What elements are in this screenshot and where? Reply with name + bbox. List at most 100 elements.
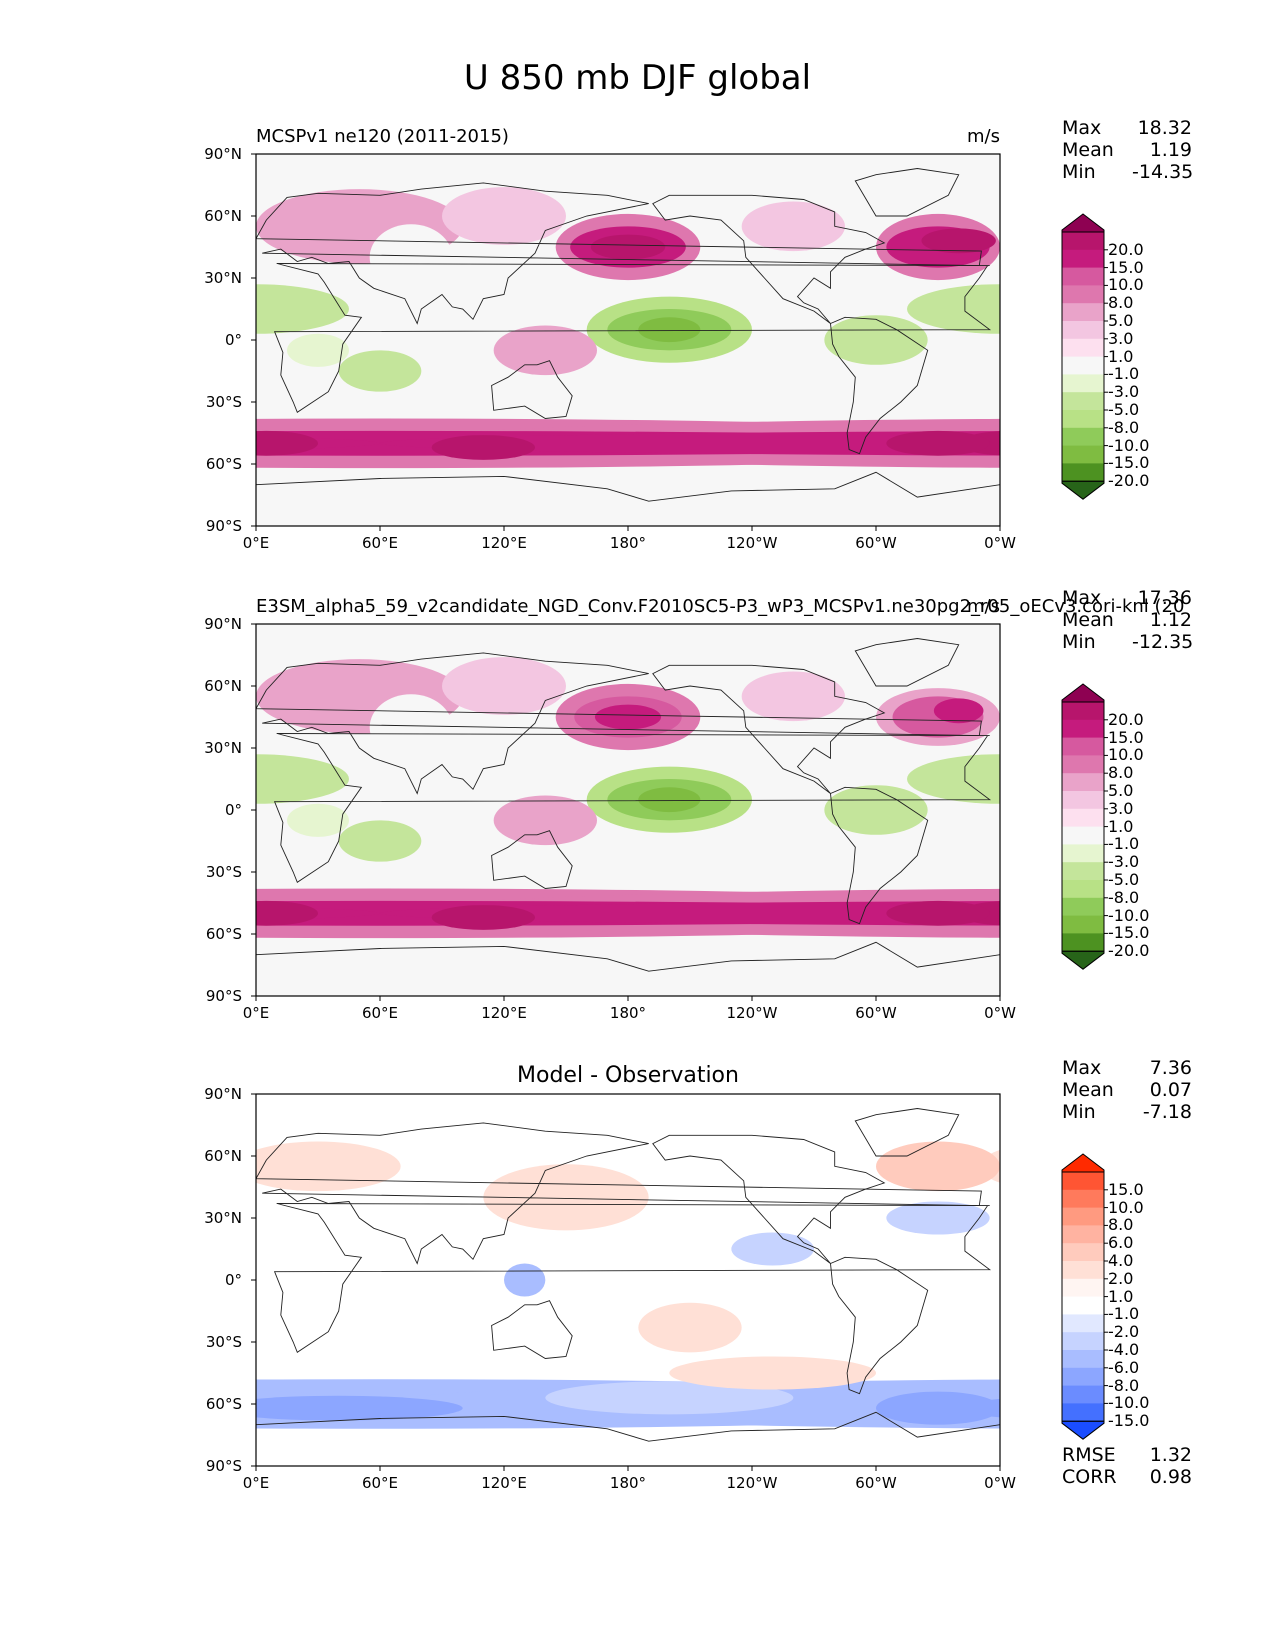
colorbar-label: 1.0: [1108, 1286, 1134, 1306]
contour-blob: [493, 325, 597, 376]
stat-row: Min -7.18: [1062, 1101, 1192, 1123]
contour-blob: [886, 430, 990, 456]
colorbar-segment: [1062, 1261, 1104, 1280]
stat-value: -14.35: [1132, 161, 1194, 183]
lat-tick-label: 30°S: [205, 1333, 242, 1351]
colorbar-label: 15.0: [1108, 257, 1144, 277]
contour-blob: [369, 224, 453, 291]
stat-value: 0.07: [1149, 1079, 1192, 1101]
coastline: [491, 360, 573, 419]
colorbar-segment: [1062, 897, 1104, 917]
colorbar-extend-max: [1061, 683, 1105, 703]
lat-tick-label: 60°S: [205, 1395, 242, 1413]
stat-row: RMSE 1.32: [1062, 1444, 1192, 1466]
contour-blob: [886, 1201, 990, 1235]
coastline: [652, 1134, 886, 1264]
lon-tick-label: 0°W: [984, 534, 1016, 552]
colorbar-segment: [1062, 1296, 1104, 1315]
stat-value: 7.36: [1149, 1057, 1192, 1079]
lat-tick-label: 90°S: [205, 517, 242, 535]
lon-tick-label: 180°: [609, 534, 647, 552]
contour-blob: [483, 1164, 649, 1231]
panel-title: E3SM_alpha5_59_v2candidate_NGD_Conv.F201…: [256, 596, 1185, 617]
colorbar-label: 1.0: [1108, 346, 1134, 366]
stat-row: Mean 1.19: [1062, 139, 1192, 161]
contour-blob: [256, 1141, 401, 1192]
colorbar: [1061, 213, 1108, 500]
lon-tick-label: 120°E: [481, 1474, 527, 1492]
colorbar-label: 20.0: [1108, 709, 1144, 729]
stat-row: Min -14.35: [1062, 161, 1194, 183]
colorbar-segment: [1062, 321, 1104, 340]
colorbar-segment: [1062, 791, 1104, 810]
figure-title: U 850 mb DJF global: [463, 58, 812, 98]
lon-tick-label: 120°W: [726, 1004, 778, 1022]
colorbar-label: 8.0: [1108, 293, 1134, 313]
colorbar: [1061, 683, 1108, 970]
colorbar-label: 15.0: [1108, 1179, 1144, 1199]
coastline: [854, 168, 960, 217]
stat-value: 1.32: [1149, 1444, 1192, 1466]
colorbar-segment: [1062, 808, 1104, 828]
lat-tick-label: 0°: [224, 801, 242, 819]
colorbar-segment: [1062, 445, 1104, 464]
colorbar-segment: [1062, 338, 1104, 358]
contour-blob: [590, 234, 666, 260]
coastline: [854, 1108, 960, 1157]
colorbar-label: -3.0: [1108, 382, 1140, 402]
contour-blob: [545, 1381, 794, 1415]
lon-tick-label: 0°W: [984, 1474, 1016, 1492]
colorbar-label: 20.0: [1108, 239, 1144, 259]
contour-blob: [876, 1391, 1000, 1425]
coastline: [256, 941, 1000, 996]
lon-tick-label: 60°W: [855, 1474, 897, 1492]
colorbar-label: 4.0: [1108, 1251, 1134, 1270]
colorbar-label: 15.0: [1108, 727, 1144, 747]
colorbar-label: 10.0: [1108, 745, 1144, 765]
colorbar-label: -15.0: [1108, 1411, 1150, 1431]
contour-blob: [287, 803, 349, 837]
colorbar-segment: [1062, 1314, 1104, 1333]
map-panel-2: [251, 623, 1108, 1001]
stat-label: CORR: [1062, 1466, 1117, 1488]
lon-tick-label: 60°E: [361, 1474, 399, 1492]
lat-tick-label: 0°: [224, 1271, 242, 1289]
coastlines: [256, 638, 1000, 996]
contour-blob: [933, 698, 984, 724]
lon-tick-label: 60°W: [855, 534, 897, 552]
coastline: [273, 1203, 992, 1353]
coastline: [256, 1411, 1000, 1466]
coastline: [652, 194, 886, 324]
contour-blob: [741, 201, 845, 252]
coastline: [854, 638, 960, 687]
colorbar-label: -4.0: [1108, 1340, 1140, 1359]
colorbar-label: -20.0: [1108, 941, 1150, 961]
colorbar-label: -5.0: [1108, 870, 1140, 889]
colorbar-label: 6.0: [1108, 1233, 1134, 1253]
lat-tick-label: 60°N: [204, 207, 242, 225]
contour-blob: [741, 671, 845, 722]
contour-blob: [256, 1395, 463, 1421]
stat-label: Max: [1062, 587, 1102, 609]
colorbar-extend-max: [1061, 1153, 1105, 1173]
colorbar-label: -5.0: [1108, 400, 1140, 419]
colorbar-label: -10.0: [1108, 435, 1150, 455]
lat-tick-label: 60°N: [204, 677, 242, 695]
stat-label: Mean: [1062, 609, 1114, 631]
colorbar-segment: [1062, 737, 1104, 756]
colorbar-extend-min: [1061, 480, 1105, 500]
contour-blob: [380, 901, 1000, 926]
contour-blob: [431, 435, 535, 460]
coastline: [491, 830, 573, 889]
coastlines: [256, 1108, 1000, 1466]
contour-blob: [431, 905, 535, 930]
lon-tick-label: 60°E: [361, 534, 399, 552]
colorbar-segment: [1062, 702, 1104, 721]
colorbar-label: -2.0: [1108, 1322, 1140, 1342]
contour-blob: [876, 1141, 1000, 1192]
coastline: [273, 733, 992, 883]
contour-blob: [493, 795, 597, 846]
colorbar-label: -1.0: [1108, 364, 1140, 384]
coastline: [256, 1122, 982, 1265]
colorbar-segment: [1062, 1207, 1104, 1226]
